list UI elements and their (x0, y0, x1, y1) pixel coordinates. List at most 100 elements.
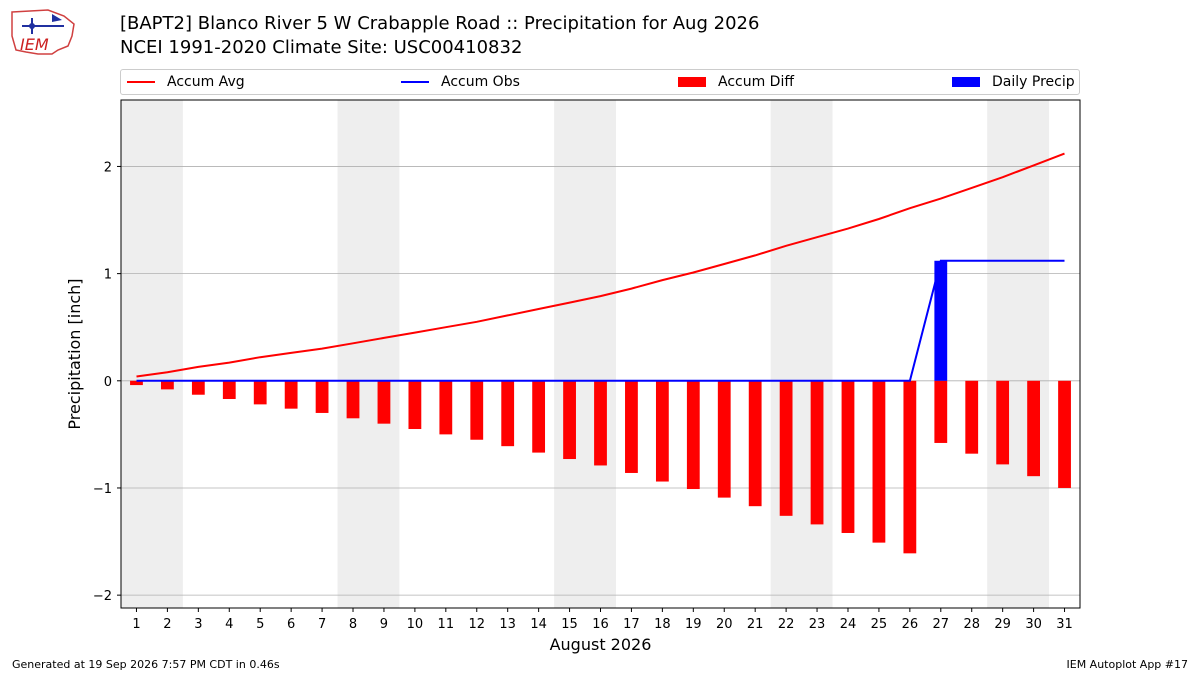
x-tick-label: 6 (287, 617, 295, 632)
x-tick-label: 8 (349, 617, 357, 632)
x-tick-label: 23 (809, 617, 826, 632)
accum-avg-line (136, 152, 1065, 378)
accum-diff-bar (408, 380, 422, 430)
accum-diff-bar (284, 380, 298, 409)
chart-subtitle: NCEI 1991-2020 Climate Site: USC00410832 (120, 37, 523, 58)
accum-diff-bar (315, 380, 329, 413)
y-tick-label: −1 (93, 482, 112, 497)
weekend-span-4 (987, 100, 1050, 608)
x-tick-label: 4 (225, 617, 233, 632)
legend-swatch-accum-diff (678, 77, 706, 87)
x-tick-label: 22 (778, 617, 795, 632)
x-tick-label: 5 (256, 617, 264, 632)
x-tick-label: 7 (318, 617, 326, 632)
x-tick-label: 24 (840, 617, 857, 632)
x-tick-label: 21 (747, 617, 764, 632)
legend-entry-accum-obs: Accum Obs (401, 70, 520, 94)
accum-diff-bar (253, 380, 267, 405)
accum-diff-bar (965, 380, 979, 454)
footer-generated: Generated at 19 Sep 2026 7:57 PM CDT in … (12, 658, 280, 671)
legend: Accum Avg Accum Obs Accum Diff Daily Pre… (120, 69, 1080, 95)
accum-diff-bar (470, 380, 484, 440)
legend-swatch-accum-obs (401, 81, 429, 83)
footer-app: IEM Autoplot App #17 (1066, 658, 1189, 671)
x-tick-label: 31 (1056, 617, 1073, 632)
x-tick-label: 30 (1025, 617, 1042, 632)
x-tick-label: 3 (194, 617, 202, 632)
accum-diff-bar (872, 380, 886, 543)
accum-diff-bar (686, 380, 700, 490)
x-tick-label: 15 (561, 617, 578, 632)
weekend-shading (121, 100, 1050, 608)
accum-diff-bar (346, 380, 360, 419)
accum-obs-line (136, 259, 1065, 382)
x-tick-label: 10 (407, 617, 424, 632)
accum-diff-bar (810, 380, 824, 525)
x-tick-label: 17 (623, 617, 640, 632)
x-tick-label: 20 (716, 617, 733, 632)
y-axis-label: Precipitation [inch] (65, 278, 84, 429)
x-tick-label: 19 (685, 617, 702, 632)
legend-label-accum-diff: Accum Diff (718, 74, 795, 90)
logo-text: IEM (20, 35, 49, 54)
accum-diff-bar (191, 380, 205, 395)
daily-precip-bar (934, 260, 948, 381)
weekend-span-0 (121, 100, 183, 608)
accum-diff-bar (532, 380, 546, 453)
legend-label-accum-avg: Accum Avg (167, 74, 245, 90)
x-tick-label: 26 (902, 617, 919, 632)
x-tick-label: 18 (654, 617, 671, 632)
legend-entry-daily-precip: Daily Precip (952, 70, 1075, 94)
accum-diff-bar (625, 380, 638, 473)
x-axis: 1 2 3 4 5 6 7 8 9 10 11 12 13 14 15 16 17 18 19 20 21 22 23 24 2… (132, 608, 1073, 632)
y-gridlines (121, 166, 1080, 596)
weekend-span-2 (554, 100, 616, 608)
series-lines (136, 152, 1065, 382)
accum-diff-bar (594, 380, 607, 466)
accum-diff-bar (717, 380, 731, 498)
x-axis-label: August 2026 (550, 635, 652, 654)
y-tick-label: −2 (93, 589, 112, 604)
x-tick-label: 13 (499, 617, 516, 632)
accum-diff-bar (161, 380, 174, 390)
y-tick-label: 0 (104, 375, 112, 390)
accum-diff-bar (655, 380, 669, 482)
accum-diff-bar (563, 380, 576, 460)
accum-diff-bar (903, 380, 917, 554)
accum-diff-bar (779, 380, 793, 516)
legend-swatch-accum-avg (127, 81, 155, 83)
x-tick-label: 1 (132, 617, 140, 632)
bars (130, 260, 1071, 554)
legend-entry-accum-avg: Accum Avg (127, 70, 245, 94)
x-tick-label: 14 (530, 617, 547, 632)
accum-diff-bar (1027, 380, 1040, 477)
plot-frame (120, 99, 1081, 609)
y-axis: −2 −1 0 1 2 (93, 160, 121, 604)
x-tick-label: 12 (468, 617, 485, 632)
accum-diff-bar (439, 380, 453, 435)
accum-diff-bar (1058, 380, 1071, 488)
y-tick-label: 2 (104, 160, 112, 175)
x-tick-label: 28 (963, 617, 980, 632)
legend-label-accum-obs: Accum Obs (441, 74, 520, 90)
accum-diff-bar (501, 380, 515, 447)
x-tick-label: 2 (163, 617, 171, 632)
accum-diff-bar (841, 380, 855, 533)
legend-swatch-daily-precip (952, 77, 980, 87)
accum-diff-bar (996, 380, 1010, 465)
x-tick-label: 11 (438, 617, 455, 632)
chart-title: [BAPT2] Blanco River 5 W Crabapple Road … (120, 13, 760, 34)
accum-diff-bar (130, 380, 143, 386)
accum-diff-bar (934, 380, 948, 443)
x-tick-label: 27 (933, 617, 950, 632)
x-tick-label: 29 (994, 617, 1011, 632)
legend-label-daily-precip: Daily Precip (992, 74, 1075, 90)
legend-entry-accum-diff: Accum Diff (678, 70, 794, 94)
x-tick-label: 16 (592, 617, 609, 632)
y-tick-label: 1 (104, 268, 112, 283)
weekend-span-3 (770, 100, 833, 608)
accum-diff-bar (748, 380, 762, 507)
weekend-span-1 (337, 100, 400, 608)
x-tick-label: 25 (871, 617, 888, 632)
